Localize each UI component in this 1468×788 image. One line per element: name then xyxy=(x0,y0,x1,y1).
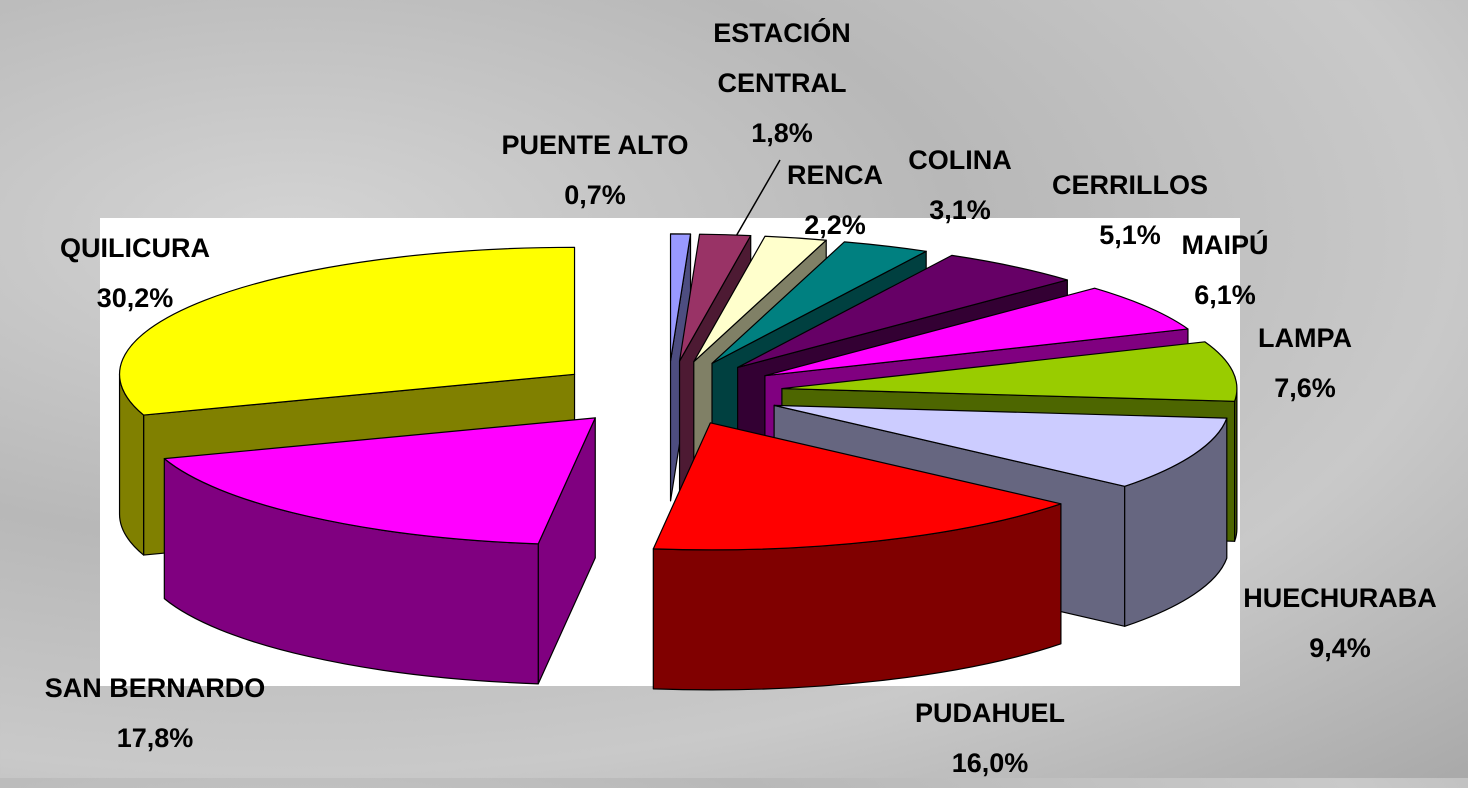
data-label: PUDAHUEL 16,0% xyxy=(840,688,1140,788)
slice-top xyxy=(652,422,1062,551)
data-label: LAMPA 7,6% xyxy=(1155,313,1455,413)
slice-top xyxy=(773,404,1228,487)
slice-top xyxy=(669,233,692,362)
data-label: MAIPÚ 6,1% xyxy=(1075,220,1375,320)
leader-line xyxy=(734,159,781,239)
label-value: 0,7% xyxy=(564,180,626,210)
label-value: 6,1% xyxy=(1194,280,1256,310)
label-name: QUILICURA xyxy=(60,233,210,263)
slice-top xyxy=(764,287,1189,377)
label-name: PUENTE ALTO xyxy=(501,130,689,160)
data-label: RENCA 2,2% xyxy=(685,150,985,250)
data-label: PUENTE ALTO 0,7% xyxy=(445,120,745,220)
label-value: 2,2% xyxy=(804,210,866,240)
label-name: SAN BERNARDO xyxy=(44,673,266,703)
label-value: 3,1% xyxy=(929,195,991,225)
data-label: SAN BERNARDO 17,8% xyxy=(5,663,305,763)
label-name: RENCA xyxy=(786,160,883,190)
label-name: HUECHURABA xyxy=(1243,583,1437,613)
data-label: ESTACIÓN CENTRAL 1,8% xyxy=(682,8,882,158)
label-name: PUDAHUEL xyxy=(914,698,1065,728)
slice-top xyxy=(163,417,596,545)
label-value: 1,8% xyxy=(751,118,813,148)
label-name: LAMPA xyxy=(1258,323,1352,353)
label-name: MAIPÚ xyxy=(1181,230,1269,260)
slice-top xyxy=(678,233,752,362)
data-label: HUECHURABA 9,4% xyxy=(1190,573,1468,673)
data-label: QUILICURA 30,2% xyxy=(0,223,285,323)
data-label: COLINA 3,1% xyxy=(810,135,1110,235)
data-label: CERRILLOS 5,1% xyxy=(980,160,1280,260)
label-value: 17,8% xyxy=(116,723,194,753)
slice-top xyxy=(693,235,827,363)
label-value: 7,6% xyxy=(1274,373,1336,403)
label-value: 9,4% xyxy=(1309,633,1371,663)
label-value: 16,0% xyxy=(951,748,1029,778)
label-name: ESTACIÓN CENTRAL xyxy=(713,18,851,98)
label-value: 30,2% xyxy=(96,283,174,313)
label-name: COLINA xyxy=(908,145,1012,175)
slice-top xyxy=(737,254,1068,369)
slice-top xyxy=(711,241,927,364)
label-value: 5,1% xyxy=(1099,220,1161,250)
slice-top xyxy=(119,246,576,416)
slice-top xyxy=(781,341,1238,402)
label-name: CERRILLOS xyxy=(1051,170,1208,200)
